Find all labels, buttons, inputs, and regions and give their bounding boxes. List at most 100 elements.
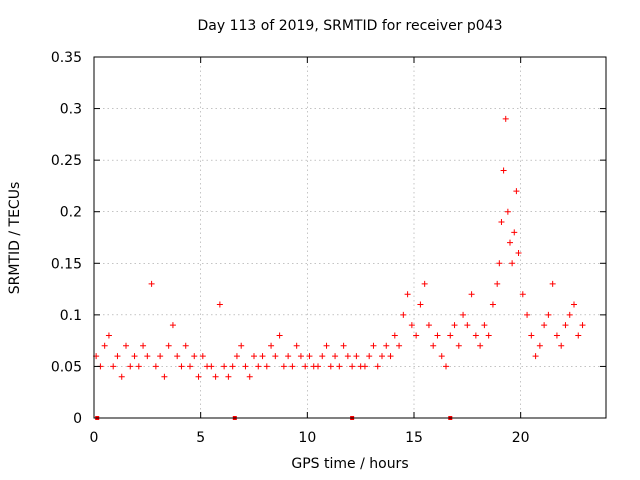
data-point [302, 363, 309, 370]
data-point [182, 342, 189, 349]
data-point [519, 291, 526, 298]
data-point [562, 322, 569, 329]
data-point [511, 229, 518, 236]
data-point [532, 353, 539, 360]
data-point [541, 322, 548, 329]
data-point [148, 280, 155, 287]
data-point [515, 249, 522, 256]
data-point [135, 363, 142, 370]
data-point [306, 353, 313, 360]
data-point [443, 363, 449, 370]
data-point [468, 291, 475, 298]
data-point [332, 353, 339, 360]
data-point [496, 260, 503, 267]
data-point [229, 363, 236, 370]
data-point [502, 115, 509, 122]
y-tick-label: 0.3 [60, 102, 82, 118]
data-point [500, 167, 507, 174]
data-point [157, 353, 164, 360]
axis-ticks: 0 5 10 15 20 0 0.05 0.1 0.15 0.2 0.25 0.3 0.35 [51, 50, 606, 446]
data-point [434, 332, 441, 339]
data-point [169, 322, 176, 329]
data-point [105, 332, 112, 339]
data-point [195, 373, 202, 380]
x-tick-label: 0 [90, 430, 99, 446]
chart-title: Day 113 of 2019, SRMTID for receiver p04… [197, 18, 503, 34]
data-point [485, 332, 492, 339]
x-tick-label: 15 [405, 430, 423, 446]
data-point [489, 301, 496, 308]
data-point [212, 373, 219, 380]
data-point [144, 353, 151, 360]
data-point [524, 311, 531, 318]
data-point [509, 260, 516, 267]
data-point [246, 373, 253, 380]
data-point [430, 342, 437, 349]
data-point [404, 291, 411, 298]
data-point [161, 373, 168, 380]
data-point [174, 353, 181, 360]
data-point [498, 219, 505, 226]
data-point [366, 353, 373, 360]
data-point [152, 363, 159, 370]
data-point [327, 363, 334, 370]
data-point [242, 363, 249, 370]
data-point [293, 342, 300, 349]
data-point [101, 342, 108, 349]
x-tick-label: 10 [298, 430, 316, 446]
data-point [268, 342, 275, 349]
data-point [579, 322, 586, 329]
data-point [225, 373, 232, 380]
data-point [110, 363, 117, 370]
data-point [127, 363, 134, 370]
data-point [191, 353, 198, 360]
data-point [118, 373, 125, 380]
data-point [178, 363, 185, 370]
data-point [370, 342, 377, 349]
data-point [425, 322, 432, 329]
y-tick-label: 0.15 [51, 256, 82, 272]
data-point [507, 239, 513, 246]
y-tick-label: 0.35 [51, 50, 82, 66]
data-point [464, 322, 471, 329]
y-axis-label: SRMTID / TECUs [7, 181, 23, 295]
data-point [251, 353, 257, 360]
data-point [571, 301, 577, 308]
data-point [280, 363, 287, 370]
data-point [447, 332, 454, 339]
x-tick-label: 5 [196, 430, 205, 446]
y-tick-label: 0 [73, 411, 82, 427]
data-point [187, 363, 193, 370]
data-point [460, 311, 467, 318]
data-point [140, 342, 147, 349]
y-tick-label: 0.1 [60, 308, 82, 324]
data-point [379, 353, 385, 360]
data-point [438, 353, 445, 360]
y-tick-label: 0.25 [51, 153, 82, 169]
data-point [566, 311, 573, 318]
data-point [263, 363, 270, 370]
data-point [387, 353, 394, 360]
data-point [421, 280, 428, 287]
data-point [481, 322, 488, 329]
data-point [123, 342, 129, 349]
data-point [477, 342, 484, 349]
data-points [93, 115, 586, 380]
data-point [408, 322, 415, 329]
data-point [549, 280, 556, 287]
data-point [396, 342, 403, 349]
data-point [558, 342, 565, 349]
data-point [319, 353, 326, 360]
data-point [336, 363, 343, 370]
data-point [315, 363, 321, 370]
data-point [545, 311, 552, 318]
data-point [221, 363, 228, 370]
data-point [417, 301, 424, 308]
data-point [199, 353, 206, 360]
data-point [383, 342, 390, 349]
data-point [451, 322, 458, 329]
plot-frame [93, 56, 607, 419]
data-point [114, 353, 121, 360]
data-point [400, 311, 407, 318]
data-point [216, 301, 223, 308]
